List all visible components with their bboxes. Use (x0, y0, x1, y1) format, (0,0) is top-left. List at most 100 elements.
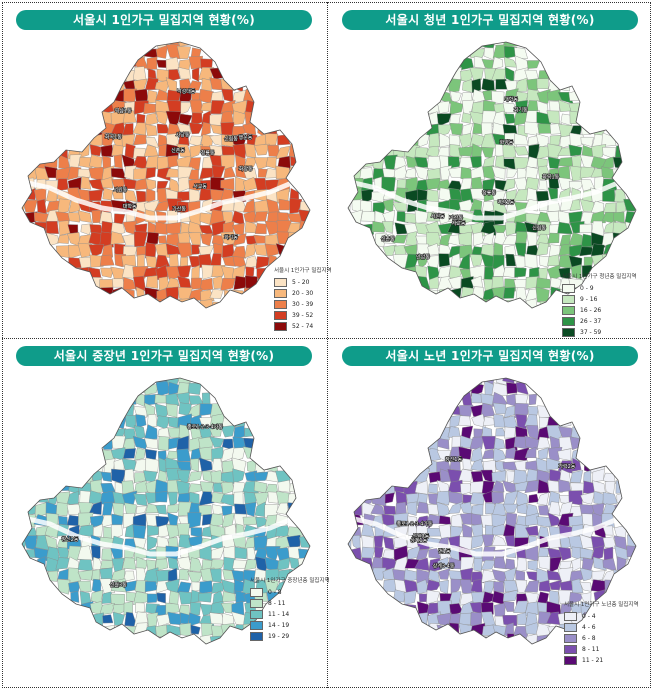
district-area (393, 165, 408, 180)
district-area (590, 210, 606, 224)
district-area (526, 244, 540, 256)
legend-swatch (564, 623, 577, 632)
district-area (539, 255, 550, 268)
district-area (265, 156, 277, 169)
legend-title: 서울시 1인가구 노년층 밀집지역 (564, 602, 639, 608)
district-area (220, 425, 236, 438)
district-area (77, 210, 92, 223)
legend-swatch (564, 612, 577, 621)
legend-item: 8 - 11 (250, 598, 330, 609)
district-area (350, 490, 362, 503)
district-area (348, 501, 363, 516)
district-area (176, 448, 191, 462)
district-area (232, 559, 248, 569)
district-area (371, 221, 385, 233)
district-area (286, 534, 301, 550)
district-area (570, 470, 583, 483)
district-area (473, 232, 485, 246)
legend-label: 20 - 30 (292, 290, 314, 297)
district-area (176, 480, 190, 496)
district-area (253, 480, 268, 494)
district-area (426, 528, 442, 537)
district-area (492, 402, 507, 415)
district-area (135, 602, 146, 613)
district-area (361, 188, 374, 204)
district-area (242, 287, 259, 300)
district-area (147, 525, 160, 537)
district-area (514, 523, 529, 539)
district-area (392, 589, 406, 603)
district-area (220, 178, 235, 191)
district-area (438, 253, 450, 268)
district-area (525, 298, 539, 308)
legend-swatch (562, 328, 575, 337)
district-area (458, 468, 473, 482)
panel-title: 서울시 노년 1인가구 밀집지역 현황(%) (342, 346, 638, 366)
seoul-boundary (347, 41, 637, 309)
legend-swatch (562, 284, 575, 293)
district-label: 역삼1동 (115, 108, 132, 115)
district-area (121, 134, 136, 148)
district-area (415, 548, 429, 561)
district-area (200, 233, 213, 247)
district-area (145, 155, 159, 170)
legend-item: 20 - 30 (274, 288, 332, 299)
district-area (168, 69, 181, 82)
district-area (191, 244, 200, 255)
district-area (111, 144, 124, 157)
district-area (77, 243, 92, 258)
district-area (462, 79, 474, 93)
legend-label: 5 - 20 (292, 279, 310, 286)
district-area (136, 254, 145, 269)
district-area (132, 524, 147, 540)
district-area (579, 223, 593, 234)
district-area (145, 503, 159, 514)
han-river (349, 179, 621, 221)
district-area (538, 267, 548, 280)
district-area (189, 458, 199, 472)
district-label: 상계3·4동 (433, 563, 455, 570)
district-area (132, 46, 148, 61)
district-area (447, 78, 462, 93)
district-area (438, 523, 452, 540)
legend-label: 0 - 8 (268, 589, 282, 596)
district-area (527, 135, 540, 146)
panel-single-households: 서울시 1인가구 밀집지역 현황(%) 화곡1동 신촌동 대학동 신림동 서교동 역삼1동… (4, 4, 332, 334)
legend-swatch (562, 295, 575, 304)
district-area (505, 222, 518, 236)
district-area (89, 612, 104, 627)
district-area (155, 580, 169, 594)
district-label: 서교동 (452, 220, 466, 227)
district-area (124, 189, 138, 203)
legend-item: 11 - 14 (250, 609, 330, 620)
district-area (188, 122, 204, 135)
district-area (200, 289, 215, 302)
han-river (23, 179, 295, 221)
district-area (524, 580, 540, 593)
map-legend: 서울시 1인가구 청년층 밀집지역 0 - 9 9 - 16 16 - 26 2… (562, 272, 637, 338)
district-area (33, 187, 47, 204)
district-area (612, 156, 629, 170)
district-area (220, 494, 236, 507)
district-label: 종로1·2·3·4가동 (397, 521, 433, 528)
district-area (614, 502, 629, 516)
district-area (191, 67, 200, 82)
district-area (147, 612, 159, 628)
district-area (601, 232, 615, 247)
district-area (110, 99, 127, 116)
district-area (188, 188, 201, 204)
district-area (100, 176, 114, 189)
district-area (167, 504, 182, 513)
district-area (514, 459, 528, 473)
district-area (156, 592, 166, 604)
district-area (178, 424, 190, 440)
district-area (537, 479, 551, 494)
district-area (143, 402, 155, 418)
district-area (222, 256, 237, 267)
district-area (58, 515, 68, 526)
district-area (220, 99, 236, 115)
district-area (156, 613, 170, 627)
district-area (88, 166, 105, 182)
district-area (483, 47, 495, 61)
